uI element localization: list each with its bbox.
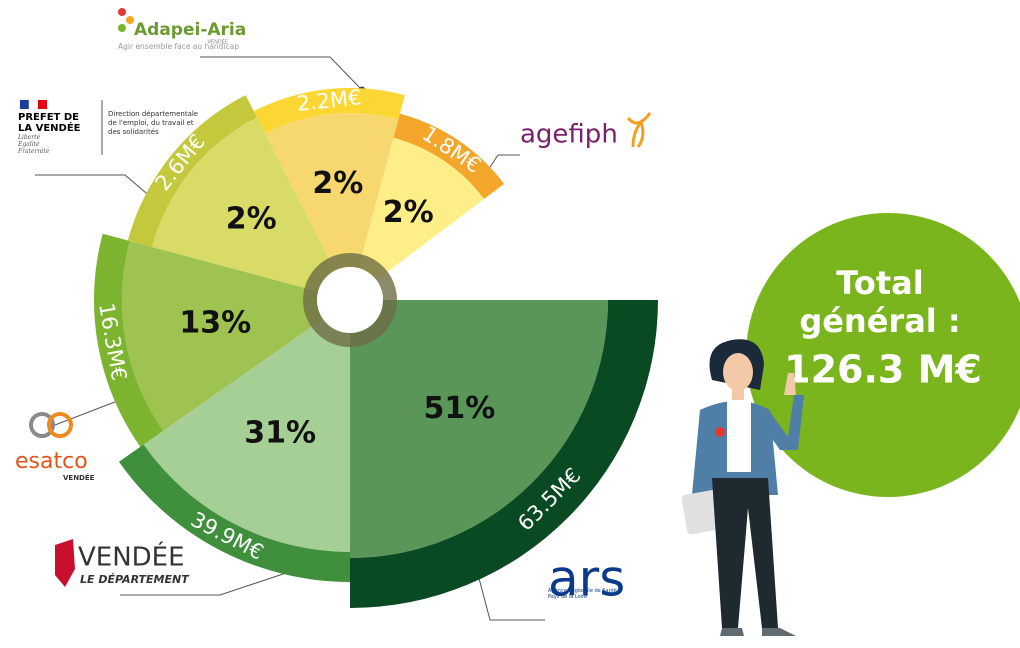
logo-text: Agence Régionale de Santé Pays de la Loi…	[548, 588, 617, 600]
logo-adapei: Adapei-Aria VENDÉE Agir ensemble face au…	[118, 8, 246, 51]
logo-agefiph: agefiph	[520, 112, 652, 150]
logo-text: LE DÉPARTEMENT	[80, 573, 190, 586]
segment	[143, 300, 350, 552]
center-hole	[303, 253, 397, 347]
segment-ring	[393, 113, 505, 199]
total-title: général :	[799, 302, 960, 340]
person-illustration	[681, 339, 804, 636]
logo-text: esatco	[15, 449, 88, 474]
logo-text: VENDÉE	[208, 38, 229, 46]
percent-label: 2%	[226, 202, 277, 237]
segment	[350, 137, 485, 300]
percent-label: 2%	[383, 195, 434, 230]
logo-vendee: VENDÉE LE DÉPARTEMENT	[55, 539, 190, 587]
segment	[121, 240, 350, 431]
segment-ring	[253, 88, 405, 134]
total-title: Total	[836, 264, 923, 302]
segment	[151, 117, 350, 301]
segment-ring	[118, 444, 351, 582]
logo-text: agefiph	[520, 120, 618, 150]
segment	[350, 300, 608, 558]
logo-esatco: esatco VENDÉE	[15, 412, 95, 482]
logo-text: VENDÉE	[63, 473, 95, 482]
logo-text: PRÉFET DE LA VENDÉE	[18, 112, 81, 134]
segment	[265, 113, 399, 301]
logo-text: Adapei-Aria	[134, 20, 246, 40]
logo-text: VENDÉE	[78, 541, 185, 573]
percent-label: 51%	[424, 391, 496, 426]
logo-text: Agir ensemble face au handicap	[118, 42, 239, 51]
logo-text: ars	[548, 550, 625, 608]
polar-chart: 51%63.5M€31%39.9M€13%16.3M€2%2.6M€ 2%2.2M…	[93, 85, 658, 608]
percent-label: 13%	[179, 305, 251, 340]
logo-text: Liberté Égalité Fraternité	[18, 134, 50, 155]
total-value: 126.3 M€	[784, 348, 982, 392]
logo-ars: ars Agence Régionale de Santé Pays de la…	[548, 550, 625, 608]
percent-label: 31%	[244, 416, 316, 451]
total-badge: Total général : 126.3 M€	[746, 213, 1020, 497]
segment-ring	[127, 95, 257, 247]
percent-label: 2%	[312, 166, 363, 201]
logo-text: Direction départementale de l'emploi, du…	[108, 110, 199, 136]
segment-ring	[350, 300, 658, 608]
segment-ring	[93, 233, 164, 447]
